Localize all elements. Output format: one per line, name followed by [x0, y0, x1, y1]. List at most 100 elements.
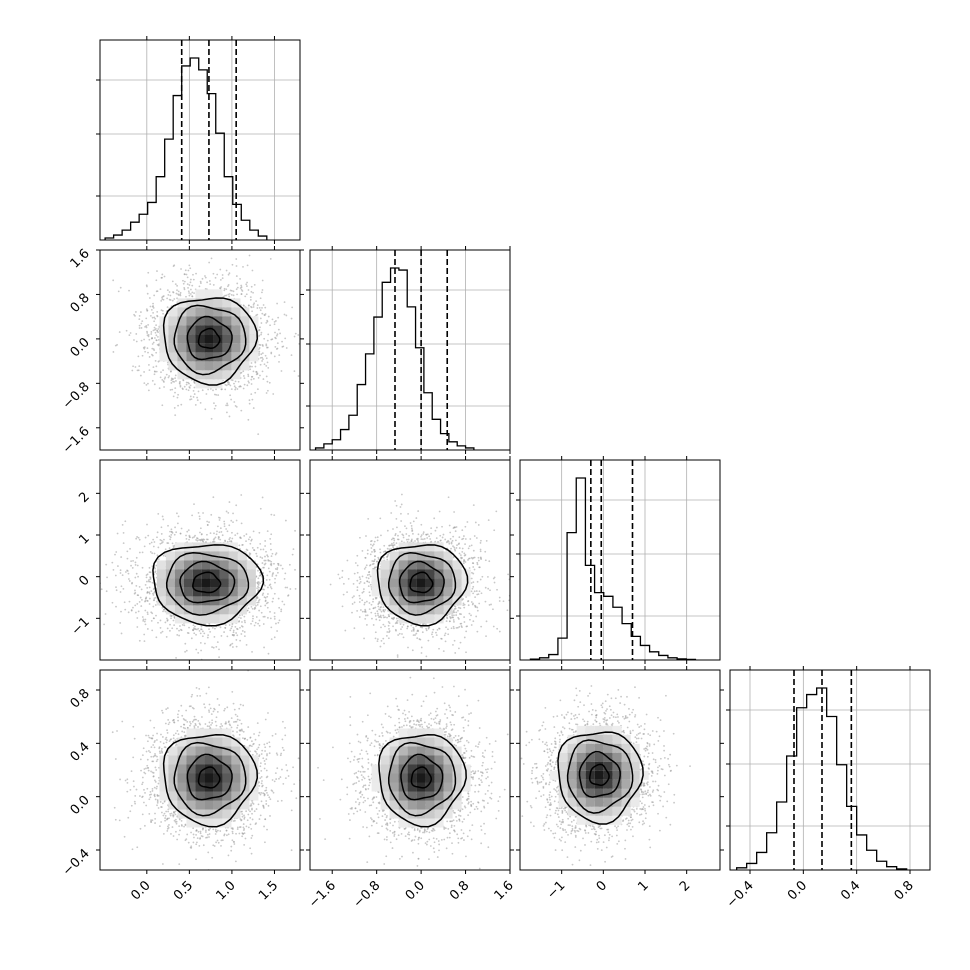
scatter-point — [261, 289, 264, 291]
scatter-point — [151, 552, 154, 555]
scatter-point — [261, 557, 264, 559]
scatter-point — [297, 375, 300, 377]
scatter-point — [216, 525, 219, 528]
scatter-point — [246, 281, 248, 284]
scatter-point — [164, 552, 166, 555]
scatter-point — [226, 530, 229, 533]
scatter-point — [194, 534, 196, 537]
scatter-point — [274, 568, 277, 570]
scatter-point — [257, 581, 260, 583]
scatter-point — [215, 388, 217, 391]
scatter-point — [263, 337, 266, 340]
scatter-point — [260, 611, 263, 614]
scatter-point — [291, 553, 294, 556]
scatter-point — [161, 309, 164, 312]
scatter-point — [270, 638, 273, 641]
scatter-point — [156, 536, 158, 539]
scatter-point — [209, 283, 212, 286]
scatter-point — [256, 601, 259, 604]
scatter-point — [201, 630, 204, 633]
scatter-point — [246, 285, 248, 288]
scatter-point — [195, 538, 197, 541]
scatter-point — [229, 394, 232, 397]
scatter-point — [266, 530, 269, 533]
density-cell — [186, 361, 196, 371]
scatter-point — [289, 588, 292, 590]
scatter-point — [139, 596, 142, 599]
scatter-point — [275, 334, 278, 337]
scatter-point — [294, 529, 296, 532]
scatter-point — [280, 610, 283, 613]
contour-line — [162, 297, 259, 386]
scatter-point — [196, 396, 199, 399]
scatter-point — [160, 526, 163, 529]
scatter-point — [136, 626, 139, 628]
scatter-point — [268, 570, 271, 573]
scatter-point — [206, 524, 209, 526]
scatter-point — [273, 514, 276, 516]
scatter-point — [145, 576, 148, 579]
scatter-point — [250, 393, 253, 396]
scatter-point — [189, 395, 192, 398]
scatter-point — [170, 528, 173, 531]
scatter-point — [253, 302, 256, 305]
scatter-point — [116, 532, 119, 535]
scatter-point — [281, 340, 283, 343]
scatter-point — [271, 338, 274, 341]
density-cell — [204, 352, 214, 362]
scatter-point — [144, 583, 147, 586]
scatter-point — [218, 656, 220, 659]
scatter-point — [212, 496, 215, 499]
density-cell — [222, 352, 232, 362]
scatter-point — [160, 542, 163, 544]
scatter-point — [132, 606, 134, 609]
scatter-point — [242, 370, 245, 373]
scatter-point — [192, 396, 195, 398]
scatter-point — [176, 522, 179, 525]
scatter-point — [206, 281, 209, 284]
scatter-point — [267, 555, 269, 558]
scatter-point — [255, 314, 258, 317]
scatter-point — [147, 389, 150, 392]
scatter-point — [170, 370, 172, 372]
scatter-point — [120, 610, 122, 613]
scatter-point — [157, 360, 160, 363]
scatter-point — [201, 277, 204, 280]
scatter-point — [254, 361, 257, 364]
scatter-point — [228, 293, 231, 295]
scatter-point — [265, 343, 268, 346]
scatter-point — [204, 275, 206, 277]
scatter-point — [163, 275, 166, 278]
scatter-point — [175, 531, 178, 534]
scatter-point — [230, 388, 233, 390]
scatter-point — [229, 644, 231, 647]
scatter-point — [147, 534, 150, 537]
scatter-point — [136, 617, 139, 619]
scatter-point — [267, 616, 269, 619]
scatter-point — [148, 364, 150, 366]
scatter-point — [214, 404, 217, 407]
scatter-point — [183, 385, 186, 388]
scatter-point — [200, 628, 203, 631]
scatter-point — [220, 531, 223, 533]
scatter-point — [188, 534, 191, 537]
scatter-point — [131, 581, 134, 584]
scatter-point — [250, 539, 253, 542]
scatter-point — [148, 338, 151, 341]
panel-inner — [112, 254, 300, 436]
scatter-point — [270, 351, 273, 354]
scatter-point — [236, 282, 239, 285]
scatter-point — [126, 557, 129, 560]
density-cell — [204, 379, 214, 389]
scatter-point — [192, 389, 195, 392]
scatter-point — [213, 540, 216, 543]
density-cell — [168, 307, 178, 317]
scatter-point — [116, 343, 118, 346]
scatter-point — [212, 389, 214, 392]
x-tick-label: 0.0 — [785, 878, 810, 903]
scatter-point — [143, 382, 146, 385]
scatter-point — [213, 635, 216, 638]
scatter-point — [200, 649, 202, 652]
scatter-point — [250, 383, 253, 385]
scatter-point — [274, 553, 277, 556]
